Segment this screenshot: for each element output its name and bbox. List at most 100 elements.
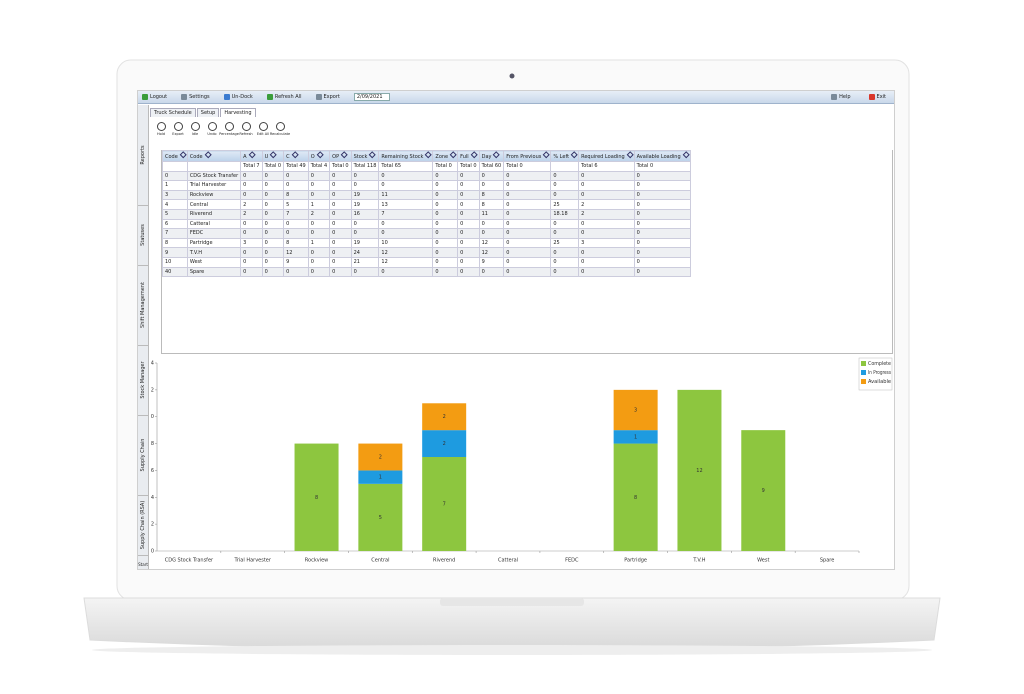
column-header[interactable]: From Previous [503, 150, 552, 162]
table-cell: 0 [503, 256, 552, 268]
column-header[interactable]: Required Loading [578, 150, 635, 162]
legend-label: Complete [868, 361, 891, 367]
column-header[interactable]: Available Loading [633, 150, 691, 162]
filter-icon[interactable] [493, 151, 501, 158]
table-row[interactable]: 5 Riverend 2 0 7 2 0 16 7 0 0 11 0 18.18 2 0 [162, 208, 691, 220]
side-tab[interactable]: Supply Chain [138, 415, 148, 496]
table-cell: Partridge [186, 237, 242, 249]
table-cell: 0 [240, 170, 263, 182]
table-cell: 0 [307, 189, 331, 201]
table-row[interactable]: 8 Partridge 3 0 8 1 0 19 10 0 0 12 0 25 3 0 [162, 237, 691, 249]
tool-button[interactable]: Recalculate [270, 122, 290, 136]
toolbar-button[interactable]: Un-Dock [223, 94, 253, 100]
tool-button[interactable]: Hold [154, 122, 168, 136]
filter-icon[interactable] [570, 151, 578, 158]
tool-button[interactable]: Percentage [219, 122, 239, 136]
side-tab[interactable]: Supply Chain (RSA) [138, 495, 148, 556]
filter-icon[interactable] [179, 151, 187, 158]
filter-icon[interactable] [316, 151, 324, 158]
toolbar-button[interactable]: Refresh All [266, 94, 302, 100]
tool-button[interactable]: Idle [188, 122, 202, 136]
filter-icon[interactable] [626, 151, 634, 158]
filter-icon[interactable] [248, 151, 256, 158]
column-header[interactable]: Zone [432, 150, 459, 162]
column-header[interactable]: OP [329, 150, 352, 162]
table-row[interactable]: 10 West 0 0 9 0 0 21 12 0 0 9 0 0 0 0 [162, 256, 691, 268]
table-cell: 0 [350, 218, 380, 230]
x-tick-label: Rockview [305, 558, 328, 564]
bar-segment [358, 443, 403, 471]
filter-icon[interactable] [543, 151, 550, 158]
tab[interactable]: Truck Schedule [150, 108, 196, 117]
column-header[interactable]: Day [478, 150, 505, 162]
tool-button[interactable]: Edit All [256, 122, 270, 136]
table-cell: 0 [240, 180, 263, 191]
table-row[interactable]: 3 Rockview 0 0 8 0 0 19 11 0 0 8 0 0 0 0 [162, 189, 691, 201]
label: Export [323, 94, 340, 100]
filter-icon[interactable] [470, 151, 478, 158]
column-header[interactable]: Full [457, 150, 480, 162]
table-row[interactable]: 0 CDG Stock Transfer 0 0 0 0 0 0 0 0 0 0 0 0 0 0 [162, 170, 691, 182]
filter-icon[interactable] [291, 151, 299, 158]
filter-icon[interactable] [449, 151, 457, 158]
side-tab[interactable]: Stock Manager [138, 345, 148, 416]
column-header[interactable]: % Left [550, 150, 580, 162]
x-tick-label: West [757, 558, 769, 564]
tab[interactable]: Harvesting [220, 108, 256, 117]
table-cell: 2 [240, 199, 263, 210]
table-row[interactable]: 6 Catteral 0 0 0 0 0 0 0 0 0 0 0 0 0 0 [162, 218, 691, 230]
toolbar-button[interactable]: Help [831, 94, 851, 100]
filter-icon[interactable] [204, 151, 212, 158]
toolbar: Logout Settings Un-Dock Refresh All Export 2/… [138, 91, 894, 104]
tool-icon [173, 122, 183, 131]
side-tab[interactable]: Statuses [138, 205, 148, 266]
date-picker[interactable]: 2/09/2021 [353, 93, 390, 101]
tool-button[interactable]: Export [171, 122, 185, 136]
column-header[interactable]: Code [162, 150, 188, 162]
filter-icon[interactable] [269, 151, 278, 158]
table-row[interactable]: 4 Central 2 0 5 1 0 19 13 0 0 8 0 25 2 0 [162, 199, 691, 210]
column-header[interactable]: Stock [350, 150, 380, 162]
table-row[interactable]: 40 Spare 0 0 0 0 0 0 0 0 0 0 0 0 0 0 [162, 266, 691, 278]
column-header[interactable]: U [261, 150, 285, 162]
table-cell: 9 [162, 247, 188, 258]
column-header[interactable]: C [283, 150, 309, 162]
table-cell: 0 [550, 180, 580, 191]
table-cell: 0 [432, 208, 459, 220]
column-header[interactable]: Code [186, 150, 242, 162]
table-cell: 8 [478, 189, 505, 201]
table-row[interactable]: 1 Trial Harvester 0 0 0 0 0 0 0 0 0 0 0 0 0 0 [162, 180, 691, 191]
tool-button[interactable]: Undo [205, 122, 219, 136]
tab[interactable]: Setup [196, 108, 220, 117]
table-cell: 0 [633, 170, 691, 182]
toolbar-button[interactable]: Logout [142, 94, 167, 100]
table-row[interactable]: 7 FEDC 0 0 0 0 0 0 0 0 0 0 0 0 0 0 [162, 228, 691, 239]
data-label: 1 [634, 434, 637, 440]
table-cell: 0 [457, 228, 480, 239]
table-cell: 0 [457, 170, 480, 182]
toolbar-button[interactable]: Export [315, 94, 340, 100]
column-header[interactable]: Remaining Stock [378, 150, 434, 162]
tool-label: Export [172, 132, 184, 136]
tool-button[interactable]: Refresh [239, 122, 253, 136]
table-cell: 0 [550, 228, 580, 239]
filter-icon[interactable] [682, 151, 690, 158]
table-cell: 40 [162, 266, 188, 278]
bar-segment [613, 389, 658, 431]
filter-icon[interactable] [425, 151, 432, 158]
filter-icon[interactable] [369, 151, 377, 158]
table-row[interactable]: 9 T.V.H 0 0 12 0 0 24 12 0 0 12 0 0 0 0 [162, 247, 691, 258]
data-label: 12 [696, 468, 702, 474]
tool-icon [275, 122, 285, 131]
column-header[interactable]: O [307, 150, 331, 162]
start-button[interactable]: Start [138, 562, 148, 567]
side-tab[interactable]: Shift Management [138, 265, 148, 346]
total-cell: Total 4 [307, 161, 331, 172]
column-header[interactable]: A [240, 150, 263, 162]
table-cell: 0 [307, 256, 331, 268]
filter-icon[interactable] [340, 151, 348, 158]
toolbar-button[interactable]: Settings [181, 94, 210, 100]
total-cell: Total 0 [261, 161, 285, 172]
side-tab[interactable]: Reports [138, 105, 148, 206]
toolbar-button[interactable]: Exit [868, 94, 886, 100]
